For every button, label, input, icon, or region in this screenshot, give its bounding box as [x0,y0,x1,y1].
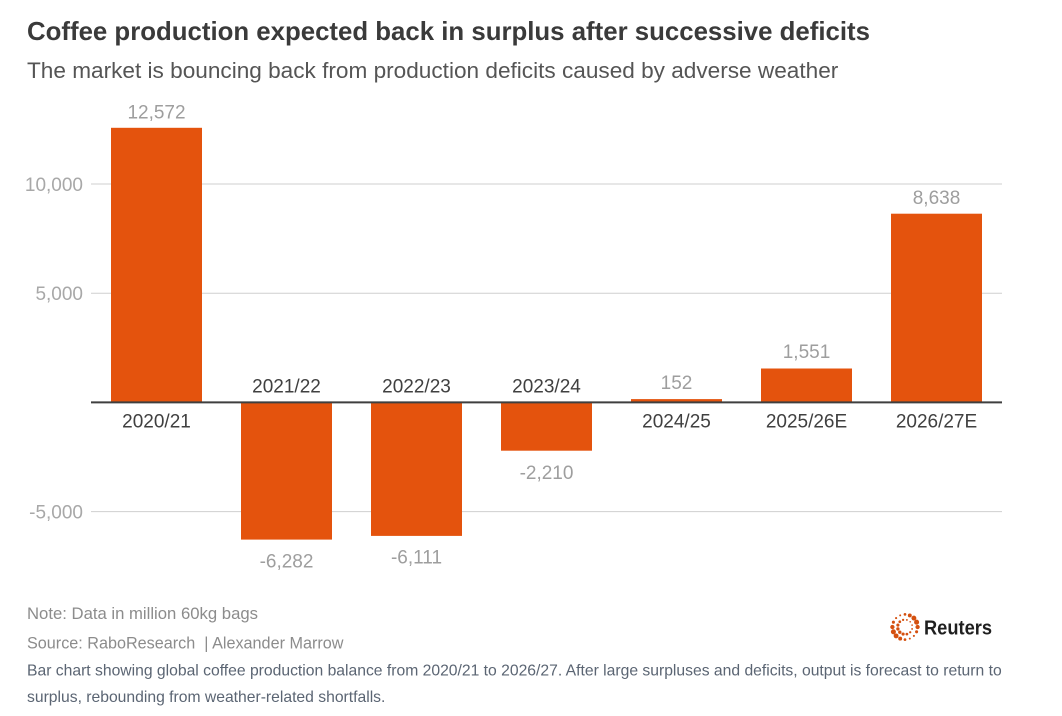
svg-text:8,638: 8,638 [913,188,961,209]
svg-text:2023/24: 2023/24 [512,376,581,397]
svg-text:2021/22: 2021/22 [252,376,321,397]
svg-text:Coffee production expected bac: Coffee production expected back in surpl… [27,18,870,46]
svg-text:2020/21: 2020/21 [122,412,191,433]
svg-text:2025/26E: 2025/26E [766,412,847,433]
svg-text:-6,282: -6,282 [260,552,314,573]
svg-text:1,551: 1,551 [783,342,831,363]
svg-text:Bar chart showing global coffe: Bar chart showing global coffee producti… [27,663,1002,680]
svg-text:5,000: 5,000 [35,284,83,305]
svg-text:The market is bouncing back fr: The market is bouncing back from product… [27,58,839,83]
svg-text:-5,000: -5,000 [29,503,83,524]
svg-text:-6,111: -6,111 [391,548,442,569]
svg-text:2024/25: 2024/25 [642,412,711,433]
svg-text:10,000: 10,000 [25,175,83,196]
svg-text:2022/23: 2022/23 [382,376,451,397]
svg-text:2026/27E: 2026/27E [896,412,977,433]
svg-text:surplus, rebounding from weath: surplus, rebounding from weather-related… [27,689,385,706]
svg-text:Source: RaboResearch | Alexan: Source: RaboResearch | Alexander Marrow [27,635,344,653]
svg-text:Reuters: Reuters [924,618,992,640]
svg-text:152: 152 [661,373,693,394]
svg-text:Note: Data in million 60kg bag: Note: Data in million 60kg bags [27,604,258,623]
svg-text:-2,210: -2,210 [520,463,574,484]
svg-text:12,572: 12,572 [127,103,185,124]
